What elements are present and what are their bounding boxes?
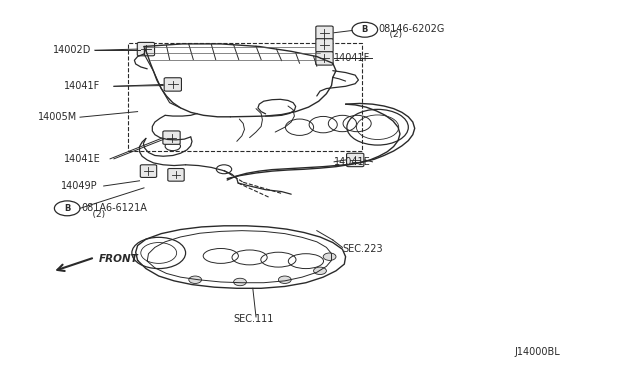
FancyBboxPatch shape	[164, 78, 182, 91]
Text: SEC.111: SEC.111	[234, 314, 274, 324]
Text: 14041E: 14041E	[334, 157, 371, 167]
Circle shape	[189, 276, 202, 283]
Text: J14000BL: J14000BL	[515, 347, 560, 357]
Text: B: B	[64, 204, 70, 213]
FancyBboxPatch shape	[138, 42, 155, 56]
Text: 081A6-6121A: 081A6-6121A	[81, 203, 147, 213]
Text: B: B	[362, 25, 368, 34]
FancyBboxPatch shape	[316, 26, 333, 39]
Circle shape	[323, 253, 336, 260]
FancyBboxPatch shape	[347, 153, 364, 167]
Text: SEC.223: SEC.223	[342, 244, 383, 254]
FancyBboxPatch shape	[168, 169, 184, 181]
Text: 14049P: 14049P	[61, 181, 97, 191]
FancyBboxPatch shape	[316, 52, 333, 65]
Text: 08146-6202G: 08146-6202G	[378, 24, 445, 33]
Text: FRONT: FRONT	[99, 254, 139, 264]
Text: 14041F: 14041F	[334, 54, 371, 63]
Circle shape	[314, 267, 326, 275]
Text: 14041F: 14041F	[64, 81, 100, 91]
FancyBboxPatch shape	[163, 131, 180, 144]
Text: (2): (2)	[378, 30, 403, 39]
FancyBboxPatch shape	[316, 39, 333, 52]
Text: 14005M: 14005M	[38, 112, 77, 122]
FancyBboxPatch shape	[140, 165, 157, 177]
Circle shape	[234, 278, 246, 286]
Text: (2): (2)	[81, 210, 106, 219]
Circle shape	[278, 276, 291, 283]
Text: 14041E: 14041E	[64, 154, 100, 164]
Text: 14002D: 14002D	[52, 45, 91, 55]
